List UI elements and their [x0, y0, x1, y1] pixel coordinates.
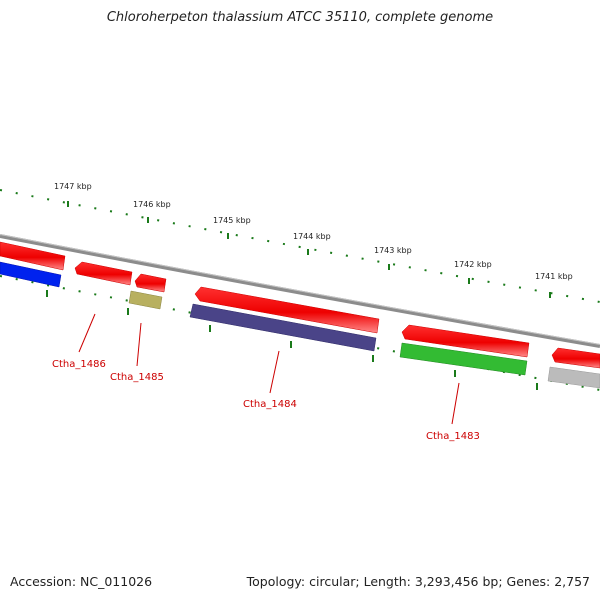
- ruler-tick-label: 1742 kbp: [454, 260, 492, 269]
- gene-label-text: Ctha_1483: [426, 431, 480, 442]
- gene-feature-ctha-1486[interactable]: [0, 261, 62, 288]
- gene-label-text: Ctha_1485: [110, 372, 164, 383]
- forward-gene-feature[interactable]: [401, 324, 530, 358]
- forward-gene-feature[interactable]: [194, 286, 380, 334]
- forward-gene-feature[interactable]: [134, 273, 167, 293]
- gene-feature-unlabeled[interactable]: [547, 366, 600, 389]
- gene-label-text: Ctha_1484: [243, 399, 297, 410]
- ruler-tick: 1743 kbp: [374, 246, 412, 270]
- gene-label-text: Ctha_1486: [52, 359, 106, 370]
- gene-label-ctha-1485[interactable]: Ctha_1485: [110, 322, 164, 383]
- gene-label-ctha-1486[interactable]: Ctha_1486: [52, 313, 106, 370]
- ruler-tick: 1744 kbp: [293, 232, 331, 255]
- ruler-tick-label: 1746 kbp: [133, 200, 171, 209]
- forward-gene-feature[interactable]: [551, 347, 600, 369]
- ruler-tick-label: 1745 kbp: [213, 216, 251, 225]
- ruler-tick-label: 1744 kbp: [293, 232, 331, 241]
- ruler-tick-label: 1743 kbp: [374, 246, 412, 255]
- gene-feature-ctha-1484[interactable]: [189, 303, 377, 352]
- gene-label-ctha-1483[interactable]: Ctha_1483: [426, 382, 480, 442]
- ruler-tick-label: 1741 kbp: [535, 272, 573, 281]
- ruler-tick: 1745 kbp: [213, 216, 251, 239]
- gene-feature-ctha-1483[interactable]: [399, 342, 528, 376]
- gene-feature-ctha-1485[interactable]: [128, 290, 163, 310]
- genome-title: Chloroherpeton thalassium ATCC 35110, co…: [106, 10, 494, 25]
- ruler-dotted-ring: [0, 189, 600, 303]
- forward-gene-feature[interactable]: [74, 261, 133, 286]
- ruler-tick-label: 1747 kbp: [54, 182, 92, 191]
- accession-text: Accession: NC_011026: [10, 574, 153, 589]
- ruler-tick: 1741 kbp: [535, 272, 573, 298]
- genome-summary-text: Topology: circular; Length: 3,293,456 bp…: [246, 574, 590, 589]
- gene-label-ctha-1484[interactable]: Ctha_1484: [243, 350, 297, 410]
- ruler-tick: 1742 kbp: [454, 260, 492, 284]
- forward-gene-feature[interactable]: [0, 241, 66, 271]
- genome-backbone: [0, 234, 600, 348]
- ruler-tick: 1747 kbp: [54, 182, 92, 207]
- ruler-tick: 1746 kbp: [133, 200, 171, 223]
